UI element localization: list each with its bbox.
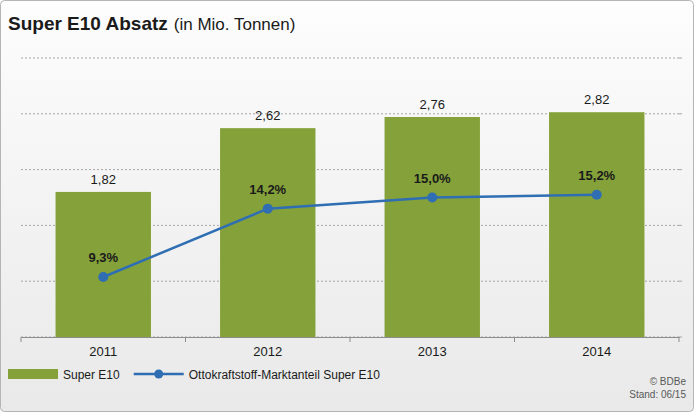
grid: [21, 58, 679, 337]
marker: [592, 190, 602, 200]
x-tick-label: 2014: [582, 344, 611, 359]
x-tick-label: 2013: [418, 344, 447, 359]
marker: [98, 272, 108, 282]
data-label: 2,62: [255, 108, 280, 123]
subtitle: (in Mio. Tonnen): [174, 15, 296, 34]
data-label: 15,0%: [414, 171, 451, 186]
marker: [263, 204, 273, 214]
x-tick: 2013: [418, 337, 447, 359]
data-label: 14,2%: [249, 182, 286, 197]
legend-label: Ottokraftstoff-Marktanteil Super E10: [189, 368, 381, 382]
legend: Super E10 Ottokraftstoff-Marktanteil Supe…: [8, 368, 380, 382]
data-label: 2,82: [584, 92, 609, 107]
x-separator: [350, 337, 351, 342]
bar: [385, 117, 480, 337]
y2-tick: [679, 113, 682, 114]
y2-tick: [679, 169, 682, 170]
x-tick: 2014: [582, 337, 611, 359]
marks: [56, 112, 645, 337]
y2-tick: [679, 58, 682, 59]
line: [103, 195, 597, 277]
chart: Super E10 Absatz (in Mio. Tonnen) 1,82 2,62…: [0, 0, 694, 412]
x-separator: [514, 337, 515, 342]
legend-label: Super E10: [63, 368, 120, 382]
x-separator: [21, 337, 22, 342]
title-main: Super E10 Absatz: [8, 13, 168, 34]
bar: [549, 112, 644, 337]
data-label: 15,2%: [578, 168, 615, 183]
x-tick: 2011: [89, 337, 117, 359]
marker: [427, 193, 437, 203]
x-axis: 2011 2012 2013 2014: [22, 337, 680, 359]
y2-ticks: [679, 58, 682, 337]
data-label: 2,76: [420, 97, 445, 112]
data-label: 1,82: [91, 172, 116, 187]
legend-marker: [154, 370, 163, 379]
bar: [220, 128, 315, 337]
x-tick-label: 2011: [89, 344, 117, 359]
data-label: 9,3%: [88, 250, 118, 265]
annotation: © BDBe: [650, 376, 687, 387]
x-tick-label: 2012: [253, 344, 282, 359]
legend-swatch: [8, 369, 58, 379]
y2-tick: [679, 225, 682, 226]
annotation: Stand: 06/15: [629, 389, 686, 400]
background: [1, 1, 694, 412]
x-separator: [185, 337, 186, 342]
title: Super E10 Absatz (in Mio. Tonnen): [8, 13, 295, 34]
grid-line: [21, 58, 679, 59]
data-labels: 1,82 2,62 2,76 2,82 9,3% 14,2% 15,0% 15,2%: [88, 92, 615, 265]
y2-tick: [679, 281, 682, 282]
x-separator: [679, 337, 680, 342]
x-tick: 2012: [253, 337, 282, 359]
